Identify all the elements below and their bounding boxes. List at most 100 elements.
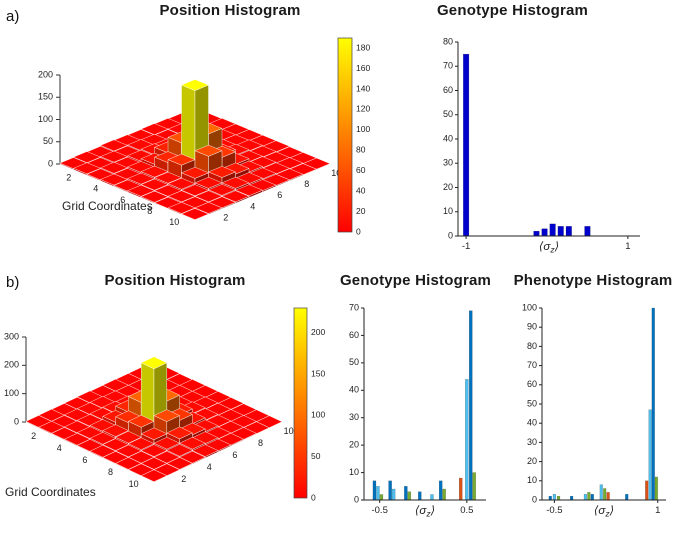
grid-coordinates-label: Grid Coordinates [62,199,153,213]
colorbar [293,307,308,499]
grid-tick-label: 4 [93,184,98,194]
histogram-bar [557,226,564,237]
y-tick-label: 0 [532,494,537,504]
z-tick-label: 200 [4,360,19,370]
grid-tick-label: 2 [181,474,186,484]
y-tick-label: 70 [443,61,453,71]
y-tick-label: 20 [349,440,359,450]
histogram-bar [549,223,556,237]
histogram-bar [463,53,470,237]
y-tick-label: 90 [527,322,537,332]
bar3d-top-face [208,183,236,196]
colorbar-tick-label: 0 [356,226,361,236]
x-axis-label: ⟨σz⟩ [594,505,614,519]
y-tick-label: 50 [443,109,453,119]
histogram-bar [438,480,443,501]
colorbar-tick-label: 120 [356,104,370,114]
bar3d-top-face [181,208,209,220]
z-tick-label: 100 [38,114,53,124]
y-tick-label: 0 [448,230,453,240]
histogram-bar [372,480,377,501]
grid-tick-label: 6 [82,455,87,465]
z-tick-label: 150 [38,92,53,102]
histogram-bar [548,495,552,501]
histogram-bar [625,494,629,501]
bar3d-top-face [221,176,250,189]
bar3d-top-face [166,426,193,440]
histogram-bar [584,226,591,237]
grid-tick-label: 2 [66,172,71,182]
grid-tick-label: 10 [331,168,341,178]
y-tick-label: 40 [527,418,537,428]
grid-tick-label: 8 [147,206,152,216]
panel-label-b: b) [6,274,20,291]
x-tick-label: 1 [625,241,630,252]
histogram-bar [570,495,574,501]
histogram-bar [407,491,412,501]
grid-tick-label: 6 [277,190,282,200]
bar3d-top-face [140,469,168,482]
y-tick-label: 40 [349,385,359,395]
histogram-bar [606,492,610,501]
y-tick-label: 50 [349,357,359,367]
y-tick-label: 20 [443,182,453,192]
colorbar-tick-label: 0 [311,492,316,502]
histogram-bar [404,486,408,501]
colorbar-tick-label: 100 [356,124,370,134]
grid-tick-label: 6 [232,450,237,460]
z-tick-label: 0 [48,158,53,168]
colorbar-tick-label: 180 [356,42,370,52]
bar3d-top-face [166,444,193,457]
histogram-bar [587,492,591,501]
y-tick-label: 10 [527,475,537,485]
x-tick-label: 1 [655,505,660,516]
y-tick-label: 70 [527,360,537,370]
grid-tick-label: 10 [169,217,179,227]
y-tick-label: 30 [349,412,359,422]
grid-tick-label: 10 [129,479,139,489]
bar3d-top-face [166,457,193,470]
grid-tick-label: 10 [284,426,294,436]
histogram-bar [590,494,594,501]
histogram-bar [388,480,392,501]
histogram-bar [599,484,603,501]
colorbar [337,37,353,233]
z-tick-label: 0 [14,416,19,426]
z-tick-label: 50 [43,136,53,146]
x-tick-label: 0.5 [460,505,473,516]
x-tick-label: -1 [462,241,470,252]
histogram-bar [556,495,561,501]
x-tick-label: -0.5 [546,505,562,516]
colorbar-tick-label: 60 [356,165,366,175]
panel-label-a: a) [6,8,20,25]
y-tick-label: 50 [527,398,537,408]
bar3d-top-face [179,436,206,450]
histogram-bar [648,409,652,501]
grid-tick-label: 6 [120,195,125,205]
colorbar-tick-label: 200 [311,327,325,337]
y-tick-label: 60 [349,330,359,340]
bar3d-top-face [194,144,223,157]
histogram-bar [376,486,380,501]
grid-tick-label: 2 [31,431,36,441]
genotype-histogram-b-title: Genotype Histogram [339,272,492,289]
grid-coordinates-label: Grid Coordinates [5,485,96,499]
histogram-bar [533,230,540,237]
position-histogram-b-title: Position Histogram [104,272,246,289]
x-tick-label: -0.5 [371,505,387,516]
y-tick-label: 20 [527,456,537,466]
histogram-bar [654,476,658,501]
histogram-bar [472,472,476,501]
phenotype-histogram-b-title: Phenotype Histogram [513,272,673,289]
y-tick-label: 0 [354,494,359,504]
position-histogram-a-title: Position Histogram [159,2,301,19]
y-tick-label: 60 [527,379,537,389]
histogram-bar [430,494,434,501]
y-tick-label: 100 [522,302,537,312]
position-histogram-3d-b: 0 100 200 300 2 2 4 4 6 6 8 8 10 10 Grid Coordinates 0 5… [4,307,325,502]
y-tick-label: 80 [443,36,453,46]
histogram-bar [583,494,587,501]
histogram-bar [651,307,655,501]
x-axis-label: ⟨σz⟩ [415,505,435,519]
